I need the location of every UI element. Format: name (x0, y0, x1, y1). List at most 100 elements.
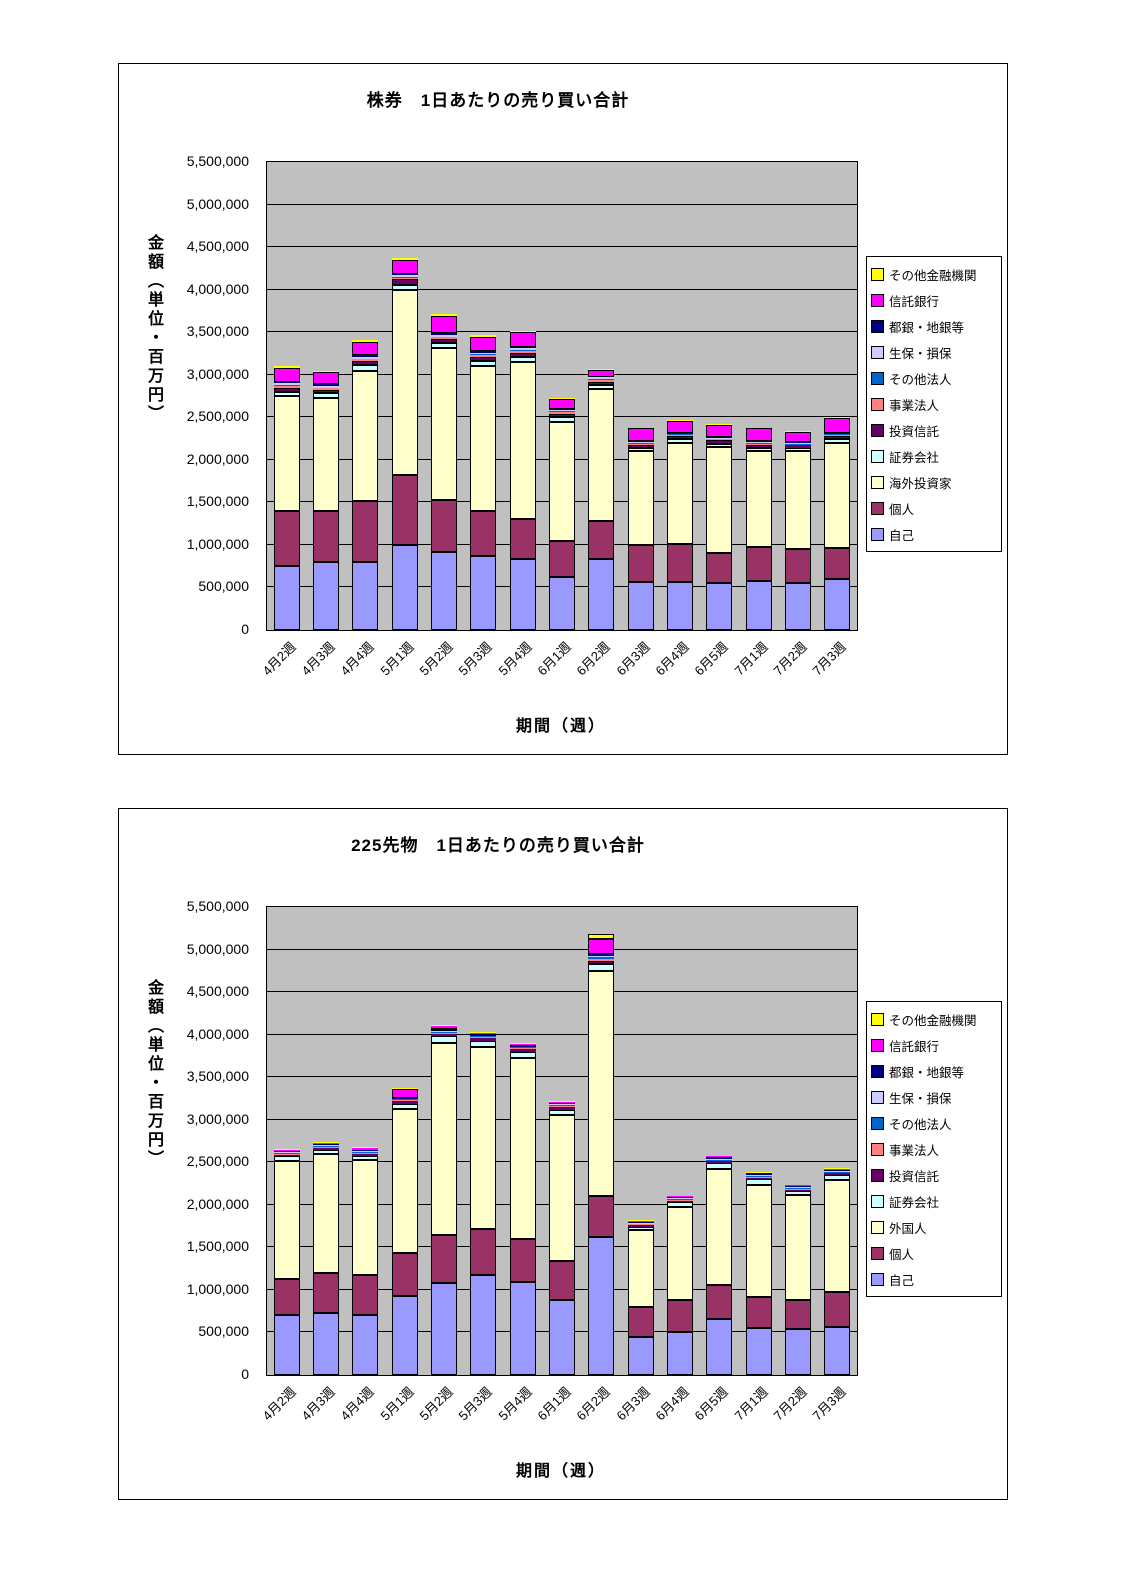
segment-その他金融機関 (824, 417, 851, 419)
legend-item-その他金融機関: その他金融機関 (871, 261, 997, 287)
x-axis-title: 期間（週） (515, 718, 606, 735)
segment-投資信託 (273, 1154, 300, 1157)
segment-投資信託 (667, 1200, 693, 1203)
segment-証券会社 (273, 1156, 300, 1161)
segment-信託銀行 (627, 428, 654, 442)
segment-自己 (706, 583, 733, 630)
bar-6月1週 (549, 1101, 575, 1375)
segment-信託銀行 (509, 332, 536, 347)
segment-証券会社 (706, 1163, 733, 1170)
legend-label: その他金融機関 (889, 1013, 977, 1028)
segment-その他金融機関 (352, 1147, 379, 1148)
segment-生保・損保 (509, 348, 536, 351)
segment-生保・損保 (706, 437, 733, 439)
legend-label: 個人 (889, 502, 915, 517)
chart-title: 株券 1日あたりの売り買い合計 (366, 91, 630, 110)
segment-その他法人 (549, 411, 575, 413)
legend-label: その他法人 (889, 372, 952, 387)
segment-証券会社 (627, 447, 654, 452)
segment-自己 (273, 566, 300, 630)
legend-item-自己: 自己 (871, 1266, 997, 1292)
segment-その他法人 (785, 1187, 811, 1189)
y-axis-title: 金額（単位・百万円） (145, 234, 162, 424)
segment-信託銀行 (273, 368, 300, 382)
legend-label: 自己 (889, 1273, 915, 1288)
legend-swatch-icon (871, 267, 884, 281)
legend: その他金融機関 信託銀行 都銀・地銀等 生保・損保 その他法人 事業法人 投資信託 証券会社外… (866, 1001, 1002, 1297)
segment-その他金融機関 (745, 427, 772, 429)
segment-投資信託 (352, 1153, 379, 1156)
segment-生保・損保 (549, 1104, 575, 1106)
segment-その他法人 (745, 442, 772, 444)
legend-item-個人: 個人 (871, 1240, 997, 1266)
segment-都銀・地銀等 (627, 1221, 654, 1223)
segment-その他金融機関 (509, 330, 536, 333)
segment-都銀・地銀等 (313, 1144, 339, 1146)
segment-その他法人 (470, 354, 497, 356)
segment-信託銀行 (431, 1026, 457, 1028)
segment-その他法人 (627, 1223, 654, 1225)
bar-7月2週 (785, 430, 811, 630)
legend-item-その他法人: その他法人 (871, 365, 997, 391)
y-axis-title: 金額（単位・百万円） (145, 979, 162, 1169)
segment-その他法人 (431, 1032, 457, 1033)
segment-生保・損保 (352, 1151, 379, 1153)
segment-その他法人 (745, 1175, 772, 1177)
segment-外国人 (588, 970, 615, 1197)
segment-信託銀行 (470, 336, 497, 351)
legend-item-都銀・地銀等: 都銀・地銀等 (871, 1058, 997, 1084)
segment-個人 (588, 521, 615, 560)
segment-信託銀行 (549, 1101, 575, 1103)
legend-swatch-icon (871, 1272, 884, 1286)
y-axis-ticks: 0 500,000 1,000,000 1,500,000 2,000,000 2,500… (119, 898, 259, 1382)
y-tick-label: 3,500,000 (186, 323, 249, 340)
segment-自己 (470, 1274, 497, 1375)
segment-信託銀行 (824, 418, 851, 433)
y-tick-label: 3,000,000 (186, 1110, 249, 1127)
segment-自己 (627, 1336, 654, 1375)
legend-swatch-icon (871, 501, 884, 515)
segment-個人 (549, 540, 575, 578)
bar-7月1週 (745, 1171, 772, 1375)
segment-投資信託 (509, 352, 536, 357)
segment-外国人 (470, 1047, 497, 1229)
legend-swatch-icon (871, 319, 884, 333)
segment-投資信託 (785, 1189, 811, 1192)
segment-証券会社 (273, 391, 300, 397)
gridline (267, 991, 857, 993)
segment-自己 (391, 544, 418, 630)
bar-6月4週 (667, 1195, 693, 1375)
segment-個人 (273, 510, 300, 567)
segment-外国人 (273, 1160, 300, 1279)
segment-都銀・地銀等 (273, 381, 300, 384)
legend-swatch-icon (871, 1038, 884, 1052)
legend-label: その他金融機関 (889, 268, 977, 283)
segment-海外投資家 (785, 451, 811, 550)
segment-その他金融機関 (785, 1184, 811, 1186)
segment-信託銀行 (391, 259, 418, 274)
plot-area (266, 906, 858, 1376)
legend-swatch-icon (871, 397, 884, 411)
segment-投資信託 (588, 960, 615, 965)
segment-海外投資家 (470, 366, 497, 511)
segment-その他法人 (470, 1036, 497, 1038)
segment-その他金融機関 (549, 397, 575, 399)
segment-その他金融機関 (470, 334, 497, 337)
gridline (267, 1033, 857, 1035)
y-tick-label: 5,000,000 (186, 195, 249, 212)
segment-生保・損保 (470, 1035, 497, 1037)
segment-その他金融機関 (549, 1101, 575, 1102)
segment-投資信託 (627, 1225, 654, 1227)
segment-都銀・地銀等 (588, 953, 615, 956)
y-tick-label: 1,500,000 (186, 1238, 249, 1255)
segment-信託銀行 (273, 1149, 300, 1152)
segment-事業法人 (509, 1048, 536, 1050)
segment-その他法人 (391, 276, 418, 278)
segment-その他金融機関 (667, 1195, 693, 1197)
segment-信託銀行 (667, 420, 693, 433)
segment-個人 (627, 544, 654, 582)
segment-生保・損保 (745, 1175, 772, 1176)
segment-個人 (824, 548, 851, 579)
segment-生保・損保 (785, 442, 811, 444)
segment-証券会社 (745, 1179, 772, 1186)
